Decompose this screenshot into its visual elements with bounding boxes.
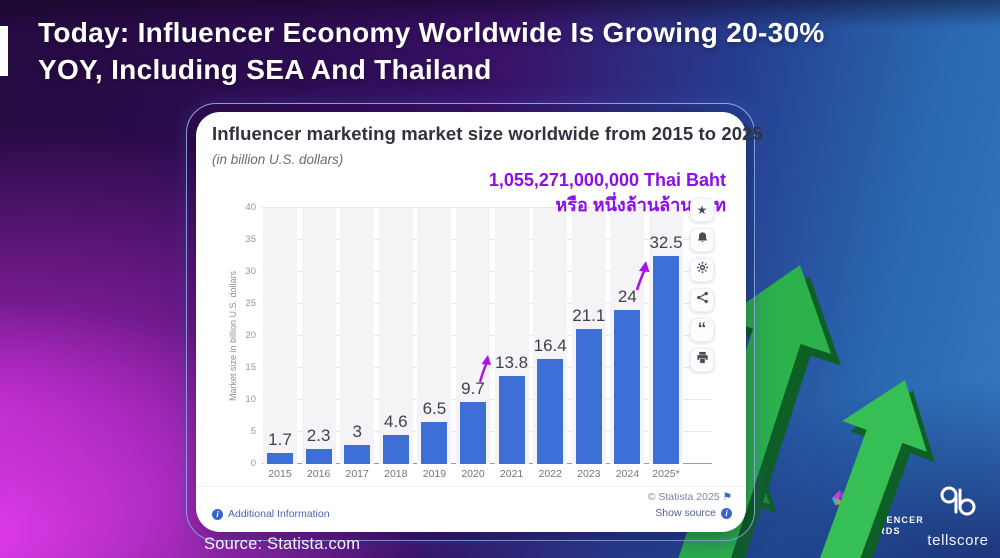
footer-divider bbox=[196, 486, 746, 487]
bar-2021[interactable] bbox=[498, 375, 525, 464]
x-tick-2021: 2021 bbox=[499, 468, 524, 480]
gear-icon bbox=[696, 261, 709, 279]
title-line-1: Today: Influencer Economy Worldwide Is G… bbox=[38, 17, 825, 48]
show-source-link[interactable]: Show source i bbox=[648, 507, 732, 519]
value-label-2021: 13.8 bbox=[495, 352, 529, 372]
bar-2015[interactable] bbox=[267, 453, 293, 464]
gridline-40 bbox=[262, 207, 712, 208]
x-tick-2025*: 2025* bbox=[652, 468, 680, 480]
toolbar-star-button[interactable]: ★ bbox=[690, 198, 714, 222]
source-note: Source: Statista.com bbox=[204, 535, 361, 553]
tellscore-logo: tellscore bbox=[916, 486, 1000, 549]
chart-column-2022[interactable]: 16.4 2022 bbox=[533, 208, 568, 480]
bar-2017[interactable] bbox=[344, 444, 371, 464]
toolbar-quote-button[interactable]: “ bbox=[690, 318, 714, 342]
bar-2019[interactable] bbox=[421, 422, 448, 464]
y-tick-10: 10 bbox=[245, 394, 256, 405]
show-source-label: Show source bbox=[655, 507, 716, 519]
chart-toolbar: ★ “ bbox=[690, 198, 714, 378]
value-label-2017: 3 bbox=[352, 421, 362, 441]
page-title: Today: Influencer Economy Worldwide Is G… bbox=[38, 14, 958, 88]
chart-column-2018[interactable]: 4.6 2018 bbox=[378, 208, 413, 480]
x-tick-2020: 2020 bbox=[461, 468, 485, 480]
x-tick-2015: 2015 bbox=[268, 468, 292, 480]
x-tick-2023: 2023 bbox=[577, 468, 601, 480]
y-tick-25: 25 bbox=[245, 298, 256, 309]
x-tick-2016: 2016 bbox=[306, 468, 331, 480]
chart-column-2019[interactable]: 6.5 2019 bbox=[417, 208, 452, 480]
x-tick-2024: 2024 bbox=[615, 468, 640, 480]
additional-information-label: Additional Information bbox=[228, 508, 330, 520]
value-label-2015: 1.7 bbox=[268, 430, 292, 450]
print-icon bbox=[696, 351, 709, 369]
thai-baht-annotation: 1,055,271,000,000 Thai Baht หรือ หนึ่งล้… bbox=[489, 168, 726, 218]
info-icon: i bbox=[721, 507, 732, 519]
value-label-2025*: 32.5 bbox=[649, 233, 683, 252]
toolbar-bell-button[interactable] bbox=[690, 228, 714, 252]
chart-column-2020[interactable]: 9.7 2020 bbox=[456, 208, 490, 480]
bar-2020[interactable] bbox=[460, 401, 486, 464]
flag-icon: ⚑ bbox=[722, 491, 732, 503]
chart-card: Influencer marketing market size worldwi… bbox=[196, 112, 763, 532]
chart-column-2017[interactable]: 3 2017 bbox=[340, 208, 375, 480]
title-line-2: YOY, Including SEA And Thailand bbox=[38, 54, 492, 85]
star-icon: ★ bbox=[696, 203, 708, 217]
award-line-2: INFLUENCER bbox=[854, 515, 924, 525]
card-footer-right: © Statista 2025 ⚑ Show source i bbox=[648, 491, 732, 519]
y-tick-30: 30 bbox=[245, 266, 256, 277]
additional-information-link[interactable]: i Additional Information bbox=[212, 508, 330, 520]
x-tick-2017: 2017 bbox=[345, 468, 369, 480]
chart-column-2015[interactable]: 1.7 2015 bbox=[263, 208, 297, 480]
quote-icon: “ bbox=[697, 319, 707, 338]
value-label-2019: 6.5 bbox=[422, 399, 447, 419]
chart-title: Influencer marketing market size worldwi… bbox=[212, 123, 763, 144]
x-tick-2019: 2019 bbox=[422, 468, 447, 480]
tellscore-mark-icon bbox=[940, 486, 976, 516]
annotation-arrow-2021-icon bbox=[478, 355, 491, 383]
toolbar-print-button[interactable] bbox=[690, 348, 714, 372]
bar-2025*[interactable] bbox=[653, 256, 679, 464]
growth-arrow-small-right bbox=[798, 380, 935, 558]
value-label-2023: 21.1 bbox=[572, 305, 606, 325]
x-tick-2022: 2022 bbox=[538, 468, 562, 480]
value-label-2024: 24 bbox=[617, 287, 637, 307]
bar-2024[interactable] bbox=[614, 310, 641, 464]
y-tick-15: 15 bbox=[245, 362, 256, 373]
chart-column-2025*[interactable]: 32.5 2025* bbox=[649, 208, 683, 480]
y-tick-20: 20 bbox=[245, 330, 256, 341]
chart-column-2016[interactable]: 2.3 2016 bbox=[301, 208, 336, 480]
y-tick-35: 35 bbox=[245, 234, 256, 245]
bar-2023[interactable] bbox=[575, 328, 602, 464]
y-tick-40: 40 bbox=[245, 202, 256, 213]
y-tick-0: 0 bbox=[250, 458, 256, 469]
title-accent-bar bbox=[0, 26, 8, 76]
chart-column-2023[interactable]: 21.1 2023 bbox=[571, 208, 606, 480]
value-label-2022: 16.4 bbox=[533, 336, 567, 356]
annotation-arrow-2025-icon bbox=[635, 261, 650, 291]
value-label-2016: 2.3 bbox=[306, 426, 331, 446]
bell-icon bbox=[696, 231, 709, 249]
x-tick-2018: 2018 bbox=[384, 468, 408, 480]
tellscore-label: tellscore bbox=[927, 532, 989, 549]
annotation-line-2: หรือ หนึ่งล้านล้านบาท bbox=[555, 195, 726, 215]
chart-column-2021[interactable]: 13.8 2021 bbox=[494, 208, 529, 480]
bar-2016[interactable] bbox=[305, 449, 332, 464]
bar-2018[interactable] bbox=[382, 434, 409, 464]
chart-subtitle: (in billion U.S. dollars) bbox=[212, 152, 344, 167]
bar-chart-plot: 0 5 10 15 20 25 30 35 40 1.7 2015 2.3 2016 3 2017 4.6 20… bbox=[245, 202, 712, 480]
toolbar-gear-button[interactable] bbox=[690, 258, 714, 282]
value-label-2020: 9.7 bbox=[461, 378, 485, 398]
toolbar-share-button[interactable] bbox=[690, 288, 714, 312]
chart-card-outline bbox=[186, 103, 755, 541]
value-label-2018: 4.6 bbox=[383, 411, 408, 431]
info-icon: i bbox=[212, 508, 223, 520]
y-tick-5: 5 bbox=[250, 426, 256, 437]
copyright-note: © Statista 2025 ⚑ bbox=[647, 491, 732, 503]
bar-2022[interactable] bbox=[537, 359, 564, 464]
annotation-line-1: 1,055,271,000,000 Thai Baht bbox=[488, 170, 726, 190]
chart-column-2024[interactable]: 24 2024 bbox=[610, 208, 645, 480]
share-icon bbox=[696, 291, 709, 309]
